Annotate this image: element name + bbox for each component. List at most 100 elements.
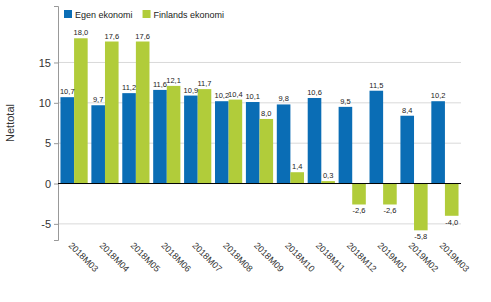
- data-label: -5,8: [414, 232, 427, 241]
- bar: [122, 93, 136, 183]
- data-label: 10,1: [245, 92, 260, 101]
- data-label: -2,6: [383, 206, 396, 215]
- bar: [167, 86, 181, 184]
- x-tick: 2019M03: [438, 240, 472, 274]
- legend-label: Egen ekonomi: [75, 10, 133, 20]
- y-tick-label: 5: [45, 137, 51, 149]
- x-tick-label: 2018M07: [190, 240, 224, 274]
- x-tick: 2018M09: [252, 240, 286, 274]
- x-tick-label: 2019M01: [376, 240, 410, 274]
- data-label: 10,2: [431, 91, 446, 100]
- zero-line: [58, 183, 461, 184]
- legend: Egen ekonomi Finlands ekonomi: [64, 10, 224, 20]
- x-tick: 2018M10: [283, 240, 317, 274]
- x-tick-label: 2019M02: [407, 240, 441, 274]
- data-label: 9,8: [278, 94, 288, 103]
- bar: [431, 101, 445, 183]
- bar: [198, 89, 212, 183]
- bar: [136, 42, 150, 184]
- data-label: 10,6: [307, 88, 322, 97]
- x-tick: 2018M11: [314, 240, 347, 273]
- x-tick-label: 2018M12: [345, 240, 379, 274]
- bar: [229, 100, 243, 184]
- data-label: 11,6: [153, 80, 167, 89]
- y-tick: -5: [41, 218, 58, 230]
- data-label: 17,6: [135, 32, 150, 41]
- y-tick-label: 0: [45, 178, 51, 190]
- bar: [277, 104, 291, 183]
- x-tick: 2019M01: [376, 240, 410, 274]
- bar: [74, 38, 88, 183]
- legend-item: Egen ekonomi: [64, 10, 133, 20]
- data-label: -2,6: [353, 206, 366, 215]
- data-label: 12,1: [166, 76, 181, 85]
- y-tick: 0: [45, 178, 58, 190]
- bar: [153, 90, 167, 184]
- bar: [352, 184, 366, 205]
- bar: [370, 91, 384, 184]
- plot: -505101510,79,711,211,610,910,210,19,810…: [39, 7, 471, 274]
- y-axis-title: Nettotal: [4, 104, 16, 142]
- bars: [60, 38, 458, 230]
- bar: [260, 119, 274, 184]
- x-tick: 2018M08: [221, 240, 255, 274]
- x-tick: 2018M03: [67, 240, 101, 274]
- y-tick-mark: [54, 143, 58, 144]
- x-tick: 2018M06: [159, 240, 193, 274]
- data-label: 9,5: [340, 97, 350, 106]
- x-tick-label: 2018M03: [67, 240, 101, 274]
- bar: [290, 172, 304, 183]
- x-tick-label: 2018M08: [221, 240, 255, 274]
- bar: [60, 97, 74, 183]
- y-axis-line: [54, 7, 59, 241]
- bar: [215, 101, 229, 183]
- y-axis: -5 0 5 10 15: [39, 7, 59, 241]
- legend-item: Finlands ekonomi: [143, 10, 225, 20]
- grid-line: [58, 183, 461, 184]
- x-tick-label: 2018M10: [283, 240, 317, 274]
- data-label: 11,2: [122, 83, 136, 92]
- data-label: 0,3: [323, 171, 333, 180]
- data-label: 10,2: [214, 91, 229, 100]
- data-label: 8,0: [261, 109, 271, 118]
- y-tick-label: 10: [39, 97, 51, 109]
- y-tick: 5: [45, 137, 58, 149]
- y-tick-label: 15: [39, 57, 51, 69]
- bar: [91, 105, 105, 183]
- y-tick-mark: [54, 224, 58, 225]
- x-tick: 2018M12: [345, 240, 379, 274]
- x-tick-label: 2018M06: [159, 240, 193, 274]
- x-tick: 2018M07: [190, 240, 224, 274]
- y-tick-mark: [54, 184, 58, 185]
- x-tick-label: 2018M11: [314, 240, 347, 273]
- bar: [400, 116, 414, 184]
- data-label: 8,4: [402, 106, 412, 115]
- x-tick-label: 2018M09: [252, 240, 286, 274]
- legend-swatch: [64, 10, 72, 18]
- data-label: 10,7: [60, 87, 75, 96]
- data-labels: 10,79,711,211,610,910,210,19,810,69,511,…: [60, 28, 458, 241]
- data-label: 18,0: [74, 28, 89, 37]
- data-label: 11,5: [369, 81, 383, 90]
- x-tick: 2019M02: [407, 240, 441, 274]
- data-label: 17,6: [104, 32, 119, 41]
- x-tick-label: 2019M03: [438, 240, 472, 274]
- data-label: -4,0: [445, 218, 458, 227]
- bar: [445, 184, 459, 216]
- bar: [105, 42, 119, 184]
- y-tick-mark: [54, 62, 58, 63]
- bar: [246, 102, 260, 183]
- grid-line: [58, 223, 461, 224]
- bar: [339, 107, 353, 184]
- bar: [414, 184, 428, 231]
- x-tick: 2018M04: [98, 240, 132, 274]
- x-tick-label: 2018M04: [98, 240, 132, 274]
- bar: [383, 184, 397, 205]
- bar: [184, 96, 198, 184]
- data-label: 10,4: [228, 90, 243, 99]
- data-label: 10,9: [184, 86, 199, 95]
- legend-label: Finlands ekonomi: [154, 10, 225, 20]
- x-tick-label: 2018M05: [128, 240, 162, 274]
- x-axis: 2018M032018M042018M052018M062018M072018M…: [67, 240, 471, 274]
- y-tick: 15: [39, 57, 58, 69]
